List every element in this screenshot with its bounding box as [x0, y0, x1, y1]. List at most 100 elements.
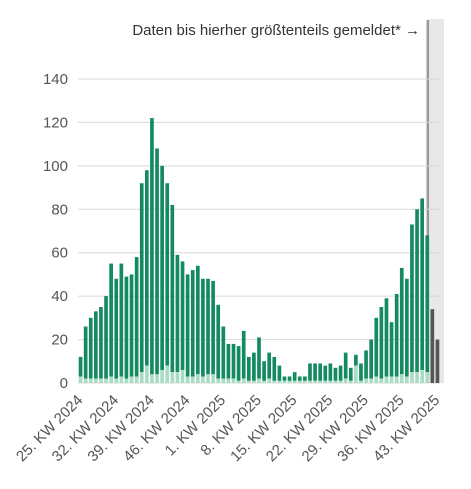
bar-light-segment: [415, 372, 419, 383]
bar-light-segment: [282, 380, 287, 383]
bar: [394, 293, 399, 377]
bar: [389, 322, 394, 377]
bar-light-segment: [165, 365, 170, 383]
bar: [374, 317, 379, 377]
y-tick-label: 60: [51, 245, 68, 262]
bar: [236, 346, 241, 381]
bar-light-segment: [343, 378, 348, 383]
bar-light-segment: [175, 372, 180, 383]
bar-light-segment: [384, 376, 389, 383]
bar-light-segment: [236, 380, 241, 383]
bar-light-segment: [287, 380, 292, 383]
bar: [99, 307, 103, 379]
bar-light-segment: [425, 372, 430, 383]
bar-light-segment: [333, 380, 338, 383]
bar: [144, 170, 149, 366]
y-tick-label: 100: [43, 158, 68, 175]
bar-light-segment: [318, 380, 323, 383]
bar: [272, 356, 277, 381]
bar-light-segment: [292, 380, 297, 383]
bar-light-segment: [139, 372, 144, 383]
bar: [343, 352, 348, 379]
bar-light-segment: [88, 378, 93, 383]
bar-light-segment: [262, 380, 266, 383]
bar: [318, 363, 323, 381]
bar: [231, 343, 236, 379]
bar-light-segment: [323, 380, 328, 383]
bar-light-segment: [155, 374, 159, 383]
bar-light-segment: [257, 378, 261, 383]
reporting-note: Daten bis hierher größtenteils gemeldet*…: [132, 22, 420, 39]
bar: [119, 263, 124, 377]
bar-light-segment: [308, 380, 312, 383]
bar-light-segment: [303, 380, 307, 383]
bar-light-segment: [114, 378, 119, 383]
bar-light-segment: [394, 376, 399, 383]
bar: [216, 304, 221, 379]
bar: [160, 165, 164, 370]
bar-light-segment: [190, 376, 195, 383]
recent-data-band: [427, 19, 444, 383]
bar-light-segment: [246, 380, 251, 383]
y-tick-label: 120: [43, 114, 68, 131]
bar-light-segment: [369, 378, 374, 383]
bar-light-segment: [129, 376, 134, 383]
bar-light-segment: [277, 380, 282, 383]
bar: [165, 183, 170, 366]
bar-light-segment: [170, 372, 175, 383]
bar-light-segment: [119, 376, 124, 383]
bar: [201, 278, 205, 377]
y-tick-label: 0: [60, 375, 68, 392]
bar: [364, 350, 368, 379]
bar-light-segment: [78, 376, 83, 383]
bar-light-segment: [206, 374, 210, 383]
bar: [175, 254, 180, 373]
bar: [241, 330, 246, 379]
bar-light-segment: [83, 378, 88, 383]
bar: [292, 372, 297, 381]
bar-light-segment: [221, 378, 226, 383]
bar-light-segment: [99, 378, 103, 383]
y-tick-label: 40: [51, 288, 68, 305]
bar-light-segment: [313, 380, 317, 383]
bar: [190, 270, 195, 377]
bar: [359, 363, 363, 381]
bar: [338, 365, 343, 381]
bar-light-segment: [379, 378, 384, 383]
bar: [277, 365, 282, 381]
bar: [348, 367, 353, 381]
bar-light-segment: [374, 376, 379, 383]
bar: [379, 307, 384, 379]
bar: [399, 267, 404, 375]
bar: [109, 263, 113, 377]
bar-light-segment: [272, 380, 277, 383]
bar-light-segment: [405, 376, 409, 383]
bar-light-segment: [420, 369, 424, 383]
bar-light-segment: [226, 378, 231, 383]
bar: [226, 343, 231, 379]
bar: [252, 352, 256, 381]
y-tick-label: 80: [51, 201, 68, 218]
bar: [150, 118, 154, 375]
bar: [83, 326, 88, 379]
bar-light-segment: [359, 380, 363, 383]
bar: [369, 339, 374, 379]
bar-light-segment: [134, 376, 139, 383]
bar: [384, 298, 389, 377]
y-tick-label: 20: [51, 332, 68, 349]
bar: [124, 276, 129, 379]
bar-light-segment: [231, 378, 236, 383]
bar-light-segment: [267, 378, 272, 383]
bar-light-segment: [94, 378, 98, 383]
bar-light-segment: [389, 376, 394, 383]
bar: [435, 339, 440, 383]
bar: [303, 376, 307, 381]
bar: [114, 278, 119, 379]
bar: [104, 296, 108, 379]
bar-light-segment: [338, 380, 343, 383]
bar: [262, 361, 266, 381]
bar: [88, 317, 93, 379]
bar: [420, 198, 424, 370]
bar: [170, 204, 175, 373]
